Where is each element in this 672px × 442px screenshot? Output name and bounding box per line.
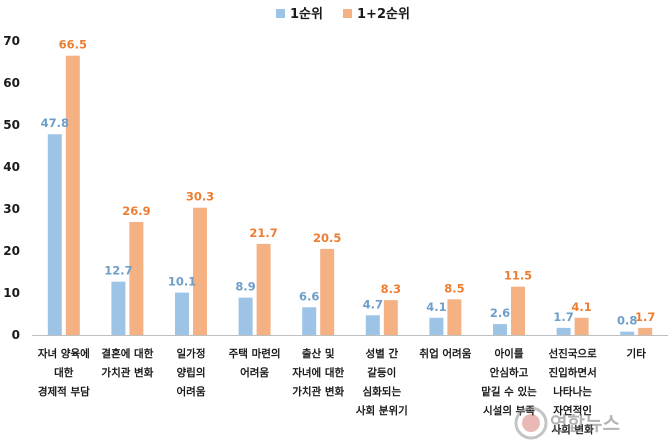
watermark-logo-icon [514, 406, 548, 440]
data-label-rank1-2: 11.5 [504, 269, 532, 283]
bar-rank1-2 [129, 222, 144, 335]
data-label-rank1-2: 8.5 [444, 281, 464, 295]
bar-rank1 [111, 281, 126, 335]
bar-rank1-2 [256, 243, 271, 335]
bar-rank1 [493, 324, 507, 335]
legend-label-rank1-2: 1+2순위 [357, 7, 410, 22]
bars [47, 55, 653, 335]
legend: 1순위 1+2순위 [276, 7, 410, 22]
bar-rank1 [47, 134, 62, 335]
data-label-rank1-2: 21.7 [249, 226, 277, 240]
y-tick-label: 20 [3, 244, 20, 258]
x-category-label: 선진국으로 진입하면서 나타나는 자연적인 사회 변화 [548, 347, 597, 436]
y-tick-label: 40 [3, 160, 20, 174]
data-label-rank1: 8.9 [235, 280, 255, 294]
legend-swatch-rank1 [276, 9, 285, 18]
y-tick-label: 50 [3, 118, 20, 132]
data-label-rank1: 47.8 [41, 116, 69, 130]
x-category-label: 자녀 양육에 대한 경제적 부담 [38, 347, 90, 398]
bar-rank1 [556, 327, 571, 335]
y-tick-label: 60 [3, 76, 20, 90]
y-axis: 0 10 20 30 40 50 60 70 [3, 34, 20, 342]
bar-rank1-2 [511, 286, 525, 335]
data-label-rank1: 1.7 [553, 310, 573, 324]
data-label-rank1-2: 8.3 [381, 282, 401, 296]
bar-rank1-2 [447, 299, 462, 335]
watermark: 연합뉴스 [514, 406, 620, 440]
x-category-label: 성별 간 갈등이 심화되는 사회 분위기 [356, 347, 408, 417]
bar-rank1-2 [65, 55, 80, 335]
y-tick-label: 0 [12, 328, 20, 342]
x-category-label: 취업 어려움 [419, 347, 471, 360]
y-tick-label: 30 [3, 202, 20, 216]
bar-rank1 [302, 307, 317, 335]
data-label-rank1-2: 30.3 [186, 190, 214, 204]
data-label-rank1-2: 26.9 [122, 204, 150, 218]
data-label-rank1: 6.6 [299, 289, 319, 303]
data-labels: 47.8 66.5 12.7 26.9 10.1 30.3 8.9 21.7 6.6 20.5 4.… [41, 38, 656, 328]
x-category-label: 출산 및 자녀에 대한 가치관 변화 [292, 347, 344, 398]
data-label-rank1: 10.1 [168, 275, 196, 289]
bar-rank1 [238, 297, 253, 335]
data-label-rank1: 2.6 [490, 306, 510, 320]
data-label-rank1: 4.1 [426, 300, 446, 314]
bar-rank1-2 [638, 327, 653, 335]
data-label-rank1: 12.7 [104, 264, 132, 278]
y-tick-label: 10 [3, 286, 20, 300]
y-tick-label: 70 [3, 34, 20, 48]
x-category-label: 아이를 안심하고 맡길 수 있는 시설의 부족 [481, 347, 537, 417]
data-label-rank1-2: 4.1 [571, 300, 591, 314]
bar-rank1-2 [383, 300, 398, 335]
x-category-label: 결혼에 대한 가치관 변화 [101, 347, 153, 379]
x-category-label: 일가정 양립의 어려움 [177, 347, 206, 398]
watermark-text: 연합뉴스 [550, 413, 620, 435]
legend-swatch-rank1-2 [343, 9, 352, 18]
bar-rank1-2 [320, 248, 335, 335]
data-label-rank1-2: 20.5 [313, 231, 341, 245]
data-label-rank1: 4.7 [363, 297, 383, 311]
legend-label-rank1: 1순위 [290, 7, 323, 22]
bar-rank1 [365, 315, 380, 335]
bar-rank1-2 [574, 317, 589, 335]
bar-rank1 [175, 292, 189, 335]
bar-rank1-2 [193, 207, 207, 335]
x-category-label: 주택 마련의 어려움 [229, 347, 281, 379]
x-category-label: 기타 [627, 347, 647, 360]
data-label-rank1-2: 1.7 [635, 310, 655, 324]
bar-rank1 [429, 317, 444, 335]
bar-rank1 [620, 331, 635, 335]
watermark-logo-center-icon [522, 414, 540, 432]
data-label-rank1: 0.8 [617, 314, 637, 328]
data-label-rank1-2: 66.5 [59, 38, 87, 52]
x-axis: 자녀 양육에 대한 경제적 부담 결혼에 대한 가치관 변화 일가정 양립의 어려움 주택 마련… [32, 335, 668, 436]
